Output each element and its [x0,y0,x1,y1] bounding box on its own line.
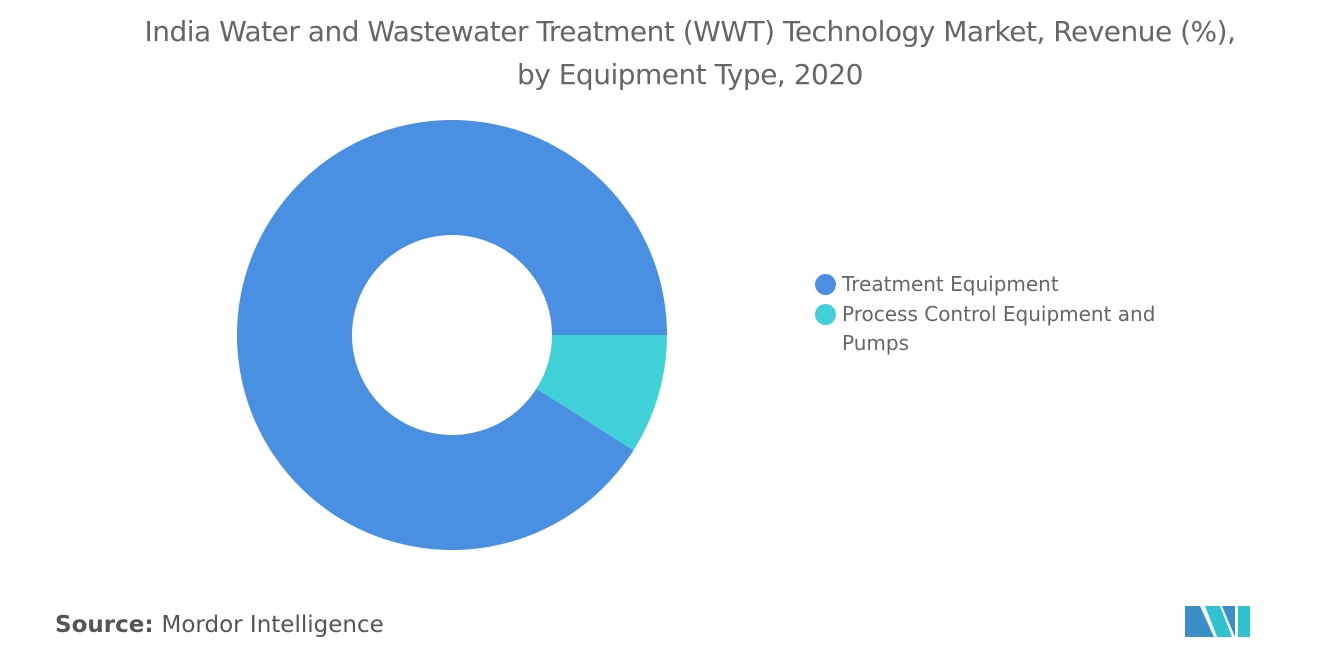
source-label: Source: [55,612,154,638]
chart-title: India Water and Wastewater Treatment (WW… [144,15,1236,91]
legend-swatch [815,274,836,295]
logo [1185,606,1250,637]
source-name: Mordor Intelligence [161,612,384,638]
source: Source: Mordor Intelligence [55,612,384,638]
legend-item: Treatment Equipment [815,270,1175,299]
legend-label: Treatment Equipment [842,272,1059,296]
legend-label: Process Control Equipment and Pumps [842,302,1156,355]
donut-slice [536,335,667,451]
legend-item: Process Control Equipment and Pumps [815,300,1175,358]
donut-slice [237,119,667,550]
legend-swatch [815,304,836,325]
legend: Treatment Equipment Process Control Equip… [815,270,1175,359]
